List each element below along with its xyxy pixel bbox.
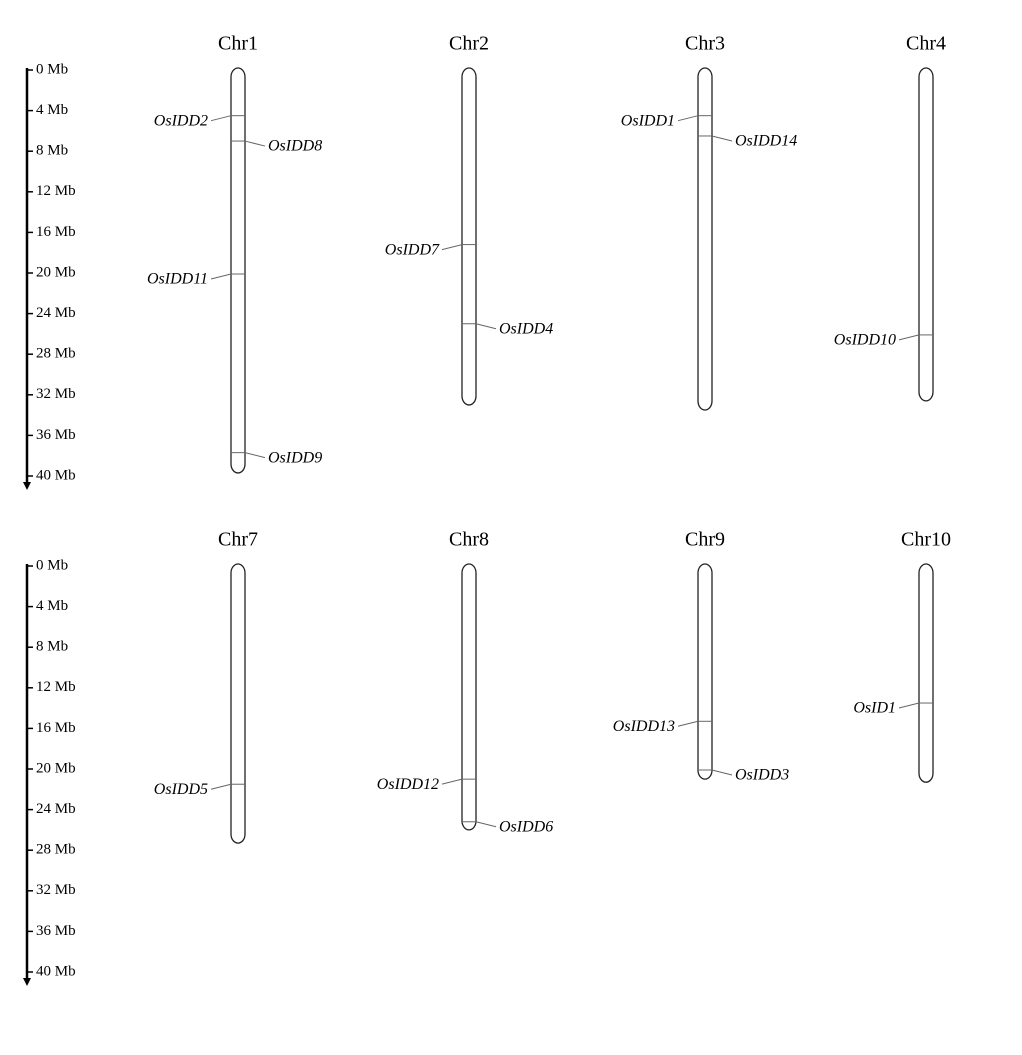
chromosome [230,67,246,474]
scale-tick-label: 20 Mb [36,264,76,280]
gene-label: OsIDD4 [499,320,553,337]
chromosome [461,563,477,831]
gene-connector [244,140,266,147]
scale-tick-label: 32 Mb [36,882,76,898]
gene-connector [898,702,920,709]
gene-label: OsIDD8 [268,138,322,155]
scale-tick-label: 12 Mb [36,679,76,695]
gene-connector [244,452,266,459]
gene-label: OsIDD13 [613,718,675,735]
scale-tick-label: 0 Mb [36,557,68,573]
scale-tick-label: 32 Mb [36,386,76,402]
chromosome [918,563,934,783]
gene-label: OsIDD3 [735,767,789,784]
gene-label: OsIDD9 [268,449,322,466]
scale-tick-label: 28 Mb [36,346,76,362]
gene-label: OsIDD7 [385,241,440,258]
scale-tick-label: 8 Mb [36,143,68,159]
gene-label: OsIDD14 [735,133,797,150]
gene-label: OsIDD11 [147,271,208,288]
chromosome-name: Chr2 [449,33,489,55]
gene-connector [441,778,463,785]
gene-connector [475,821,497,828]
scale-tick-label: 4 Mb [36,598,68,614]
chromosome [697,563,713,780]
scale-tick-label: 8 Mb [36,639,68,655]
scale-tick-label: 16 Mb [36,720,76,736]
chromosome-name: Chr10 [901,529,951,551]
gene-label: OsIDD1 [621,112,675,129]
gene-connector [441,244,463,251]
chromosome [697,67,713,411]
gene-connector [475,323,497,330]
gene-label: OsIDD5 [154,781,208,798]
scale-tick-label: 36 Mb [36,923,76,939]
gene-label: OsIDD10 [834,332,896,349]
scale-tick-label: 24 Mb [36,801,76,817]
scale-arrow [23,978,31,986]
gene-label: OsIDD2 [154,112,208,129]
scale-tick-label: 12 Mb [36,183,76,199]
gene-connector [210,273,232,280]
scale-tick-label: 24 Mb [36,305,76,321]
chromosome-name: Chr3 [685,33,725,55]
gene-connector [210,783,232,790]
chromosome-name: Chr4 [906,33,946,55]
gene-label: OsIDD6 [499,818,553,835]
chromosome [461,67,477,406]
chromosome-name: Chr7 [218,529,258,551]
chromosome-name: Chr9 [685,529,725,551]
gene-connector [898,334,920,341]
gene-label: OsID1 [853,700,896,717]
scale-tick-label: 20 Mb [36,760,76,776]
scale-tick-label: 16 Mb [36,224,76,240]
gene-connector [711,135,733,142]
scale-tick-label: 40 Mb [36,467,76,483]
scale-tick-label: 36 Mb [36,427,76,443]
gene-connector [210,115,232,122]
gene-connector [677,115,699,122]
scale-tick-label: 28 Mb [36,842,76,858]
chromosome-name: Chr1 [218,33,258,55]
scale-tick-label: 4 Mb [36,102,68,118]
scale-arrow [23,482,31,490]
gene-connector [711,769,733,776]
chromosome-name: Chr8 [449,529,489,551]
gene-label: OsIDD12 [377,776,439,793]
gene-connector [677,720,699,727]
chromosome [918,67,934,402]
scale-tick-label: 40 Mb [36,963,76,979]
chromosome [230,563,246,844]
scale-tick-label: 0 Mb [36,61,68,77]
